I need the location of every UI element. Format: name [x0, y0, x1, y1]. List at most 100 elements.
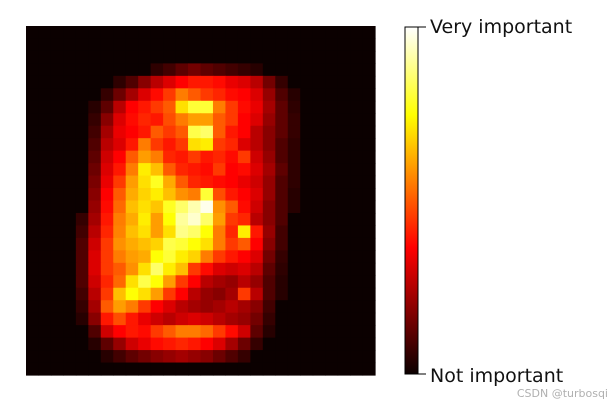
heatmap-cell [138, 63, 152, 77]
heatmap-cell [287, 225, 301, 239]
heatmap-cell [50, 287, 64, 301]
heatmap-cell [350, 362, 364, 376]
heatmap-cell [63, 125, 77, 139]
heatmap-cell [225, 300, 239, 314]
heatmap-cell [175, 113, 189, 127]
heatmap-cell [113, 325, 127, 339]
heatmap-cell [325, 138, 339, 152]
heatmap-cell [362, 138, 376, 152]
heatmap-cell [325, 88, 339, 102]
heatmap-cell [237, 113, 251, 127]
heatmap-cell [175, 125, 189, 139]
heatmap-cell [250, 138, 264, 152]
heatmap-cell [312, 350, 326, 364]
heatmap-cell [300, 337, 314, 351]
heatmap-cell [325, 125, 339, 139]
heatmap-cell [38, 125, 52, 139]
heatmap-cell [275, 100, 289, 114]
heatmap-cell [237, 312, 251, 326]
heatmap-cell [138, 75, 152, 89]
heatmap-cell [212, 88, 227, 102]
heatmap-cell [287, 88, 301, 102]
heatmap-cell [237, 63, 251, 77]
heatmap-cell [337, 75, 351, 89]
heatmap-cell [175, 38, 189, 52]
heatmap-cell [150, 212, 164, 227]
heatmap-cell [237, 275, 251, 289]
heatmap-cell [200, 26, 214, 40]
heatmap-cell [237, 212, 251, 227]
heatmap-cell [163, 138, 177, 152]
heatmap-cell [250, 150, 264, 164]
heatmap-cell [275, 63, 289, 77]
heatmap-cell [200, 312, 214, 326]
heatmap-cell [188, 175, 202, 189]
heatmap-cell [200, 337, 214, 351]
watermark: CSDN @turbosqi [516, 387, 608, 400]
heatmap-cell [188, 200, 202, 214]
heatmap-cell [150, 88, 164, 102]
heatmap-cell [163, 250, 177, 264]
heatmap-cell [125, 138, 139, 152]
heatmap-cell [262, 138, 276, 152]
heatmap-cell [237, 38, 251, 52]
heatmap-cell [312, 200, 326, 214]
heatmap-cell [212, 200, 227, 214]
heatmap-cell [88, 26, 102, 40]
heatmap-cell [250, 200, 264, 214]
heatmap-cell [88, 100, 102, 114]
heatmap-cell [262, 100, 276, 114]
heatmap-cell [50, 237, 64, 251]
heatmap-cell [312, 337, 326, 351]
heatmap-cell [225, 200, 239, 214]
heatmap-cell [362, 362, 376, 376]
heatmap-cell [287, 312, 301, 326]
heatmap-cell [163, 63, 177, 77]
heatmap-cell [212, 325, 227, 339]
heatmap-cell [212, 100, 227, 114]
heatmap-cell [350, 88, 364, 102]
heatmap-cell [163, 312, 177, 326]
heatmap-cell [163, 175, 177, 189]
heatmap-cell [100, 100, 114, 114]
heatmap-cell [312, 312, 326, 326]
heatmap-cell [75, 63, 89, 77]
heatmap-cell [38, 337, 52, 351]
heatmap-cell [75, 188, 89, 202]
heatmap-cell [150, 163, 164, 177]
heatmap-cell [100, 300, 114, 314]
heatmap-cell [100, 250, 114, 264]
heatmap-cell [38, 150, 52, 164]
heatmap-cell [337, 63, 351, 77]
heatmap-cell [200, 63, 214, 77]
heatmap-cell [163, 125, 177, 139]
heatmap-cell [113, 150, 127, 164]
heatmap-cell [125, 125, 139, 139]
heatmap-cell [312, 150, 326, 164]
heatmap-cell [100, 188, 114, 202]
heatmap-cell [26, 200, 40, 214]
heatmap-cell [63, 262, 77, 276]
heatmap-cell [287, 26, 301, 40]
heatmap-cell [275, 125, 289, 139]
heatmap-cell [50, 150, 64, 164]
heatmap-cell [138, 200, 152, 214]
heatmap-cell [38, 63, 52, 77]
heatmap-cell [188, 325, 202, 339]
heatmap-cell [188, 225, 202, 239]
heatmap-cell [100, 350, 114, 364]
heatmap-cell [275, 113, 289, 127]
heatmap-cell [337, 200, 351, 214]
heatmap-cell [225, 350, 239, 364]
heatmap-cell [175, 337, 189, 351]
heatmap-cell [75, 163, 89, 177]
heatmap-cell [287, 300, 301, 314]
heatmap-cell [125, 175, 139, 189]
heatmap-cell [312, 88, 326, 102]
heatmap-cell [262, 38, 276, 52]
heatmap-cell [350, 200, 364, 214]
heatmap-cell [138, 50, 152, 64]
heatmap-cell [26, 362, 40, 376]
heatmap-cell [125, 200, 139, 214]
heatmap-cell [325, 250, 339, 264]
